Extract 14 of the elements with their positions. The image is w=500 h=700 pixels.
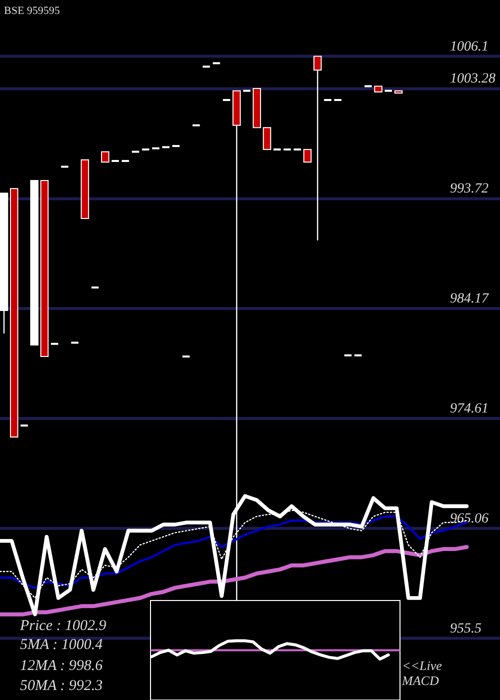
y-tick-label: 993.72 (450, 182, 488, 197)
y-tick-label: 1003.28 (450, 72, 496, 87)
y-tick-label: 955.5 (450, 621, 482, 636)
annotation: 12MA : 998.6 (20, 658, 104, 674)
y-tick-label: 1006.1 (450, 39, 488, 54)
annotation: 5MA : 1000.4 (20, 637, 104, 653)
y-tick-label: 974.61 (450, 401, 488, 416)
y-tick-label: 965.06 (450, 511, 488, 526)
y-tick-label: 984.17 (450, 292, 490, 307)
annotation: MACD (401, 673, 440, 688)
annotation: Price : 1002.9 (19, 618, 107, 634)
annotation: <<Live (402, 658, 442, 673)
chart-title: BSE 959595 (4, 5, 60, 17)
annotation: 50MA : 992.3 (20, 678, 103, 694)
